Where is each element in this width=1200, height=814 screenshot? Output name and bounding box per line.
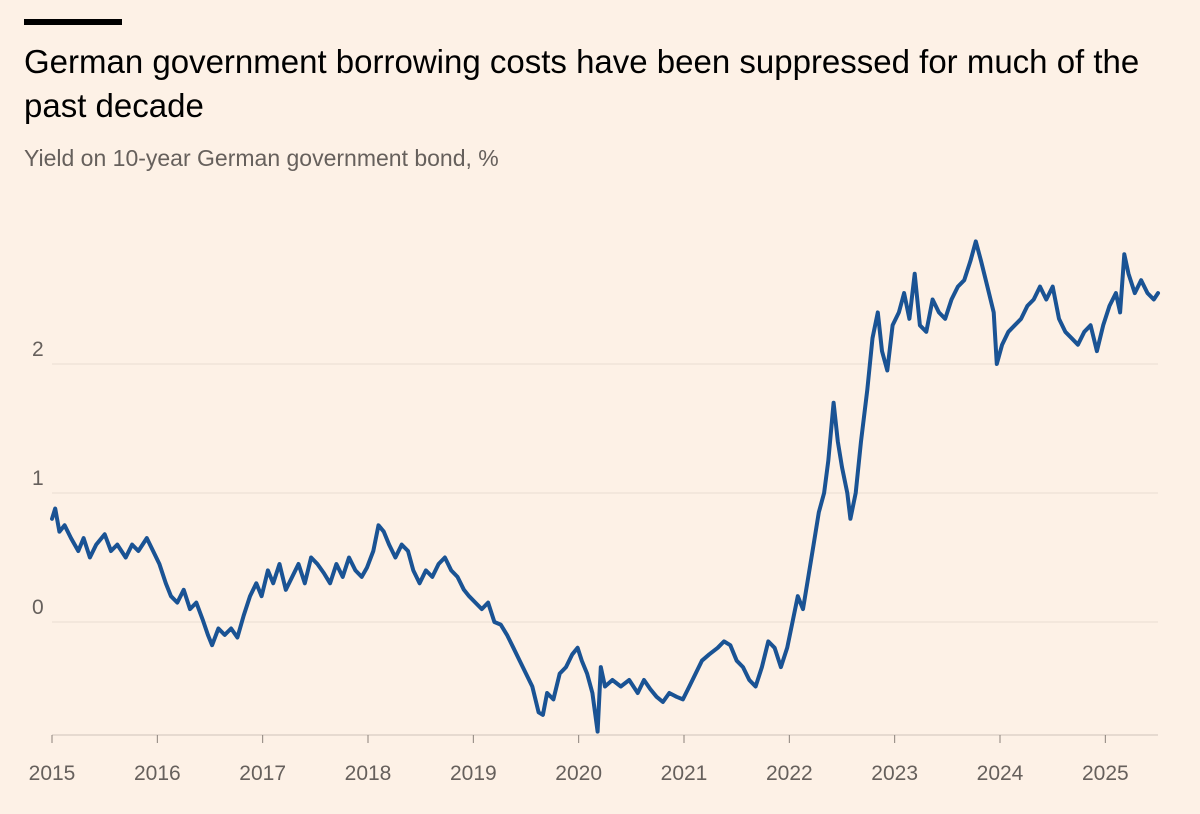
x-tick-label: 2017 [239,762,286,785]
series-line-0 [50,239,1160,734]
x-tick-label: 2015 [29,762,76,785]
x-tick-label: 2023 [871,762,918,785]
y-tick-label: 2 [32,338,44,361]
y-tick-label: 0 [32,596,44,619]
x-tick-label: 2018 [345,762,392,785]
x-tick-label: 2025 [1082,762,1129,785]
header-accent-rule [24,19,122,25]
chart-title: German government borrowing costs have b… [24,43,1140,124]
y-tick-label: 1 [32,467,44,490]
x-tick-label: 2024 [977,762,1024,785]
x-tick-label: 2019 [450,762,497,785]
x-tick-label: 2016 [134,762,181,785]
x-tick-label: 2020 [555,762,602,785]
x-tick-label: 2022 [766,762,813,785]
x-tick-label: 2021 [661,762,708,785]
chart-subtitle: Yield on 10-year German government bond,… [24,145,499,171]
